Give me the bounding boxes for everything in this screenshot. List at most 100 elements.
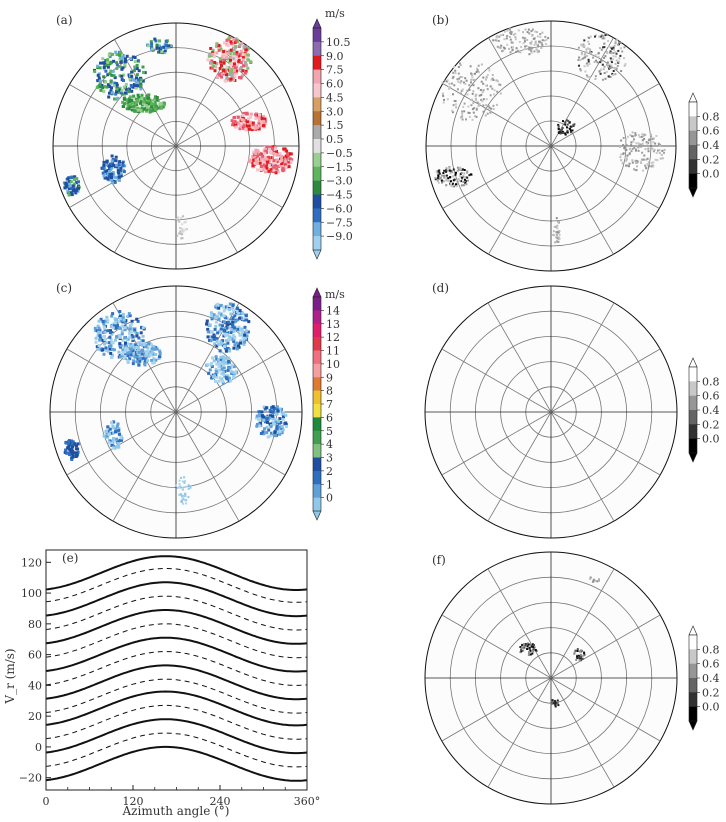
panel-a-radial-330 [114, 39, 177, 147]
colorbar-d-tick-label-0: 0.8 [702, 375, 720, 388]
panel-a-echo-ne-2 [230, 111, 268, 132]
colorbar-a-swatch-5 [313, 97, 321, 112]
colorbar-c-swatch-2 [313, 323, 321, 338]
colorbar-b-tick-label-0: 0.8 [702, 110, 720, 123]
panel-f-gray-echoes [519, 576, 600, 708]
panel-c-echo-w [102, 420, 124, 450]
colorbar-f-swatch-5 [689, 706, 697, 722]
colorbar-c-swatch-4 [313, 350, 321, 365]
panel-e-ylabel: V_r (m/s) [3, 648, 17, 704]
colorbar-c-tick-label-1: 13 [326, 318, 340, 331]
panel-e-xtick-3: 360° [294, 795, 321, 808]
panel-c-radial-240 [66, 411, 177, 476]
colorbar-d-swatch-0 [689, 367, 697, 382]
colorbar-f-swatch-4 [689, 692, 697, 707]
panel-d-radial-210 [487, 411, 552, 522]
panel-a-polar-grid [52, 22, 300, 270]
panel-d-label: (d) [432, 281, 449, 295]
colorbar-a-tick-label-12: −6.0 [326, 202, 353, 215]
panel-b-echo-s [552, 217, 561, 244]
panel-e-solid-curve-5 [46, 609, 307, 645]
panel-f-radial-240 [441, 677, 552, 742]
panel-e-dashed-curve-6 [46, 568, 307, 603]
colorbar-a-swatch-0 [313, 28, 321, 43]
panel-a-velocity-echoes [62, 36, 294, 240]
colorbar-a-swatch-8 [313, 139, 321, 154]
colorbar-b-swatch-4 [689, 159, 697, 174]
panel-b-echo-n [492, 27, 550, 56]
panel-f-label: (f) [432, 553, 446, 567]
panel-b-radial-30 [550, 37, 614, 147]
panel-f-echo-nw [519, 642, 538, 656]
colorbar-a-swatch-3 [313, 69, 321, 84]
colorbar-a-unit: m/s [325, 7, 345, 20]
panel-e-ytick-0: −20 [19, 772, 42, 785]
colorbar-d-swatch-4 [689, 424, 697, 439]
panel-e-xlabel: Azimuth angle (°) [122, 804, 230, 818]
panel-a-echo-e [248, 144, 294, 175]
colorbar-c-tick-label-14: 0 [326, 492, 333, 505]
colorbar-a-swatch-14 [313, 222, 321, 237]
panel-b-echo-w [434, 166, 473, 188]
panel-d-radial-240 [441, 411, 552, 476]
panel-c: (c) [49, 281, 303, 539]
colorbar-c-tick-label-0: 14 [326, 304, 340, 317]
colorbar-a-tick-label-10: −3.0 [326, 175, 353, 188]
colorbar-a-swatch-13 [313, 208, 321, 223]
panel-f-radial-60 [550, 614, 661, 679]
colorbar-f-swatch-3 [689, 678, 697, 693]
panel-e-ytick-6: 100 [21, 587, 42, 600]
colorbar-b: 0.8 0.60.40.2 0.0 [688, 92, 720, 198]
colorbar-a-tick-label-6: 1.5 [326, 119, 344, 132]
colorbar-c-tick-label-12: 2 [326, 465, 333, 478]
panel-e-ytick-3: 40 [28, 679, 42, 692]
colorbar-a: 10.59.07.56.04.53.01.50.5−0.5−1.5−3.0−4.… [312, 7, 353, 260]
panel-e-ytick-5: 80 [28, 618, 42, 631]
panel-e-curves [46, 555, 307, 782]
colorbar-c-swatch-10 [313, 430, 321, 445]
panel-c-velocity-echoes [63, 302, 288, 505]
colorbar-a-tick-label-5: 3.0 [326, 105, 344, 118]
colorbar-c-tick-label-8: 6 [326, 411, 333, 424]
colorbar-f-swatch-0 [689, 635, 697, 650]
colorbar-c-tick-label-3: 11 [326, 345, 340, 358]
colorbar-c-tick-label-2: 12 [326, 331, 340, 344]
panel-e-dashed-curve-4 [46, 623, 307, 659]
colorbar-b-bottom-arrow [688, 187, 698, 198]
colorbar-a-swatch-9 [313, 152, 321, 168]
panel-b-radial-330 [488, 37, 552, 147]
colorbar-f-top-arrow [688, 625, 698, 636]
panel-c-radial-210 [112, 411, 177, 522]
panel-f-radial-210 [487, 677, 552, 788]
colorbar-a-tick-label-13: −7.5 [326, 216, 353, 229]
colorbar-a-tick-label-8: −0.5 [326, 147, 353, 160]
panel-c-echo-far-w [63, 439, 80, 461]
panel-c-label: (c) [56, 281, 72, 295]
colorbar-c-swatch-6 [313, 377, 321, 391]
colorbar-d-tick-label-3: 0.2 [702, 418, 720, 431]
panel-b-label: (b) [432, 13, 449, 27]
panel-e-dashed-curve-1 [46, 704, 307, 740]
panel-c-polar-grid [49, 285, 303, 539]
colorbar-a-swatch-4 [313, 83, 321, 98]
panel-e-dashed-curve-0 [46, 732, 307, 768]
panel-f-radial-330 [487, 568, 552, 679]
colorbar-a-swatch-7 [313, 125, 321, 140]
panel-b-radial-240 [442, 145, 552, 209]
colorbar-c-tick-label-7: 7 [326, 398, 333, 411]
panel-a-radial-300 [69, 84, 177, 147]
colorbar-b-tick-label-2: 0.4 [702, 139, 720, 152]
colorbar-a-tick-label-9: −1.5 [326, 161, 353, 174]
colorbar-c-unit: m/s [325, 288, 345, 301]
colorbar-d: 0.8 0.60.40.2 0.0 [688, 357, 720, 463]
colorbar-c-swatch-13 [313, 470, 321, 485]
colorbar-d-tick-label-1: 0.6 [702, 390, 720, 403]
colorbar-c-swatch-5 [313, 363, 321, 378]
panel-b-radial-210 [488, 145, 552, 255]
colorbar-c-swatch-7 [313, 390, 321, 405]
panel-a-radial-150 [175, 145, 238, 253]
